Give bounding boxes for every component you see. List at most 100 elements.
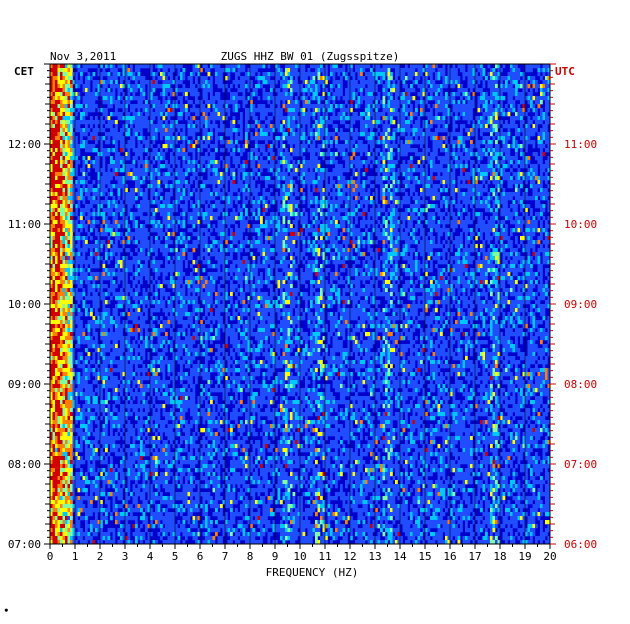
spectrogram-cell [270, 104, 273, 109]
spectrogram-cell [500, 108, 503, 113]
spectrogram-cell [157, 204, 161, 209]
spectrogram-cell [337, 196, 341, 201]
spectrogram-cell [322, 144, 326, 149]
spectrogram-cell [410, 112, 413, 117]
spectrogram-cell [450, 184, 453, 189]
spectrogram-cell [267, 92, 271, 97]
spectrogram-cell [455, 92, 458, 97]
spectrogram-cell [545, 160, 548, 165]
spectrogram-cell [362, 128, 366, 133]
spectrogram-cell [495, 152, 498, 157]
spectrogram-cell [540, 192, 543, 197]
spectrogram-cell [272, 156, 276, 161]
spectrogram-cell [452, 164, 456, 169]
spectrogram-cell [132, 196, 136, 201]
spectrogram-cell [477, 160, 481, 165]
spectrogram-cell [165, 88, 168, 93]
spectrogram-cell [60, 88, 63, 93]
spectrogram-cell [215, 64, 218, 69]
spectrogram-cell [345, 124, 348, 129]
spectrogram-cell [232, 180, 236, 185]
spectrogram-cell [372, 184, 376, 189]
spectrogram-cell [77, 100, 81, 105]
spectrogram-cell [140, 200, 143, 205]
spectrogram-cell [347, 68, 351, 73]
spectrogram-cell [387, 160, 391, 165]
spectrogram-cell [360, 184, 363, 189]
spectrogram-cell [485, 100, 488, 105]
spectrogram-cell [532, 76, 536, 81]
spectrogram-cell [177, 64, 181, 69]
spectrogram-cell [325, 64, 328, 69]
spectrogram-cell [322, 108, 326, 113]
spectrogram-cell [160, 148, 163, 153]
spectrogram-cell [102, 168, 106, 173]
spectrogram-cell [295, 136, 298, 141]
spectrogram-cell [55, 196, 58, 201]
spectrogram-cell [357, 168, 361, 173]
spectrogram-cell [82, 132, 86, 137]
spectrogram-cell [432, 144, 436, 149]
spectrogram-cell [345, 108, 348, 113]
spectrogram-cell [132, 104, 136, 109]
spectrogram-cell [545, 100, 548, 105]
spectrogram-cell [435, 96, 438, 101]
spectrogram-cell [422, 140, 426, 145]
spectrogram-cell [442, 180, 446, 185]
spectrogram-cell [182, 108, 186, 113]
spectrogram-cell [390, 88, 393, 93]
spectrogram-cell [240, 128, 243, 133]
spectrogram-cell [497, 124, 501, 129]
spectrogram-cell [355, 80, 358, 85]
spectrogram-cell [412, 148, 416, 153]
spectrogram-cell [105, 72, 108, 77]
spectrogram-cell [310, 84, 313, 89]
spectrogram-cell [275, 68, 278, 73]
spectrogram-cell [135, 88, 138, 93]
spectrogram-cell [165, 176, 168, 181]
spectrogram-cell [445, 196, 448, 201]
spectrogram-cell [427, 116, 431, 121]
spectrogram-cell [285, 152, 288, 157]
spectrogram-cell [62, 188, 66, 193]
spectrogram-cell [105, 64, 108, 69]
spectrogram-cell [462, 112, 466, 117]
spectrogram-cell [150, 168, 153, 173]
spectrogram-cell [265, 92, 268, 97]
spectrogram-cell [517, 172, 521, 177]
spectrogram-cell [150, 200, 153, 205]
spectrogram-cell [462, 88, 466, 93]
spectrogram-cell [282, 152, 286, 157]
spectrogram-cell [130, 144, 133, 149]
spectrogram-cell [85, 188, 88, 193]
spectrogram-cell [365, 168, 368, 173]
spectrogram-cell [285, 96, 288, 101]
spectrogram-cell [492, 112, 496, 117]
spectrogram-cell [212, 196, 216, 201]
spectrogram-cell [447, 76, 451, 81]
spectrogram-cell [475, 76, 478, 81]
spectrogram-cell [377, 104, 381, 109]
spectrogram-cell [212, 180, 216, 185]
spectrogram-cell [415, 124, 418, 129]
spectrogram-cell [530, 76, 533, 81]
spectrogram-cell [250, 164, 253, 169]
spectrogram-cell [432, 192, 436, 197]
spectrogram-cell [80, 196, 83, 201]
spectrogram-cell [120, 160, 123, 165]
spectrogram-cell [102, 164, 106, 169]
spectrogram-cell [107, 176, 111, 181]
spectrogram-cell [152, 88, 156, 93]
spectrogram-cell [70, 128, 73, 133]
spectrogram-cell [227, 100, 231, 105]
spectrogram-cell [467, 116, 471, 121]
spectrogram-cell [287, 100, 291, 105]
spectrogram-cell [52, 64, 56, 69]
spectrogram-cell [302, 64, 306, 69]
spectrogram-cell [390, 164, 393, 169]
spectrogram-cell [452, 96, 456, 101]
spectrogram-cell [120, 96, 123, 101]
spectrogram-cell [100, 120, 103, 125]
spectrogram-cell [517, 76, 521, 81]
spectrogram-cell [110, 188, 113, 193]
